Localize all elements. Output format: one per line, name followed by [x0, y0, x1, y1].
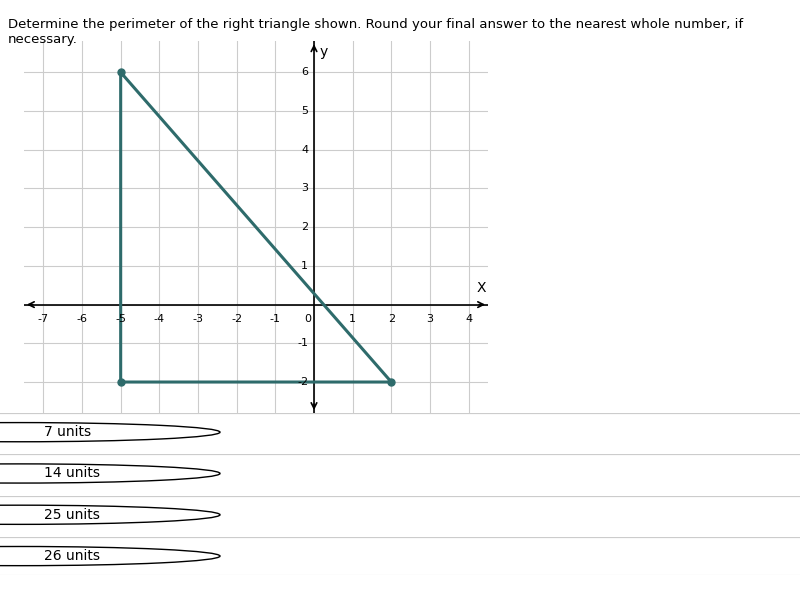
Text: 1: 1: [349, 314, 356, 325]
Text: 25 units: 25 units: [44, 508, 100, 522]
Text: -5: -5: [115, 314, 126, 325]
Text: Determine the perimeter of the right triangle shown. Round your final answer to : Determine the perimeter of the right tri…: [8, 18, 743, 45]
Text: -4: -4: [154, 314, 165, 325]
Text: 3: 3: [301, 183, 308, 194]
Text: 4: 4: [301, 145, 308, 155]
Text: 26 units: 26 units: [44, 549, 100, 563]
Text: 14 units: 14 units: [44, 467, 100, 480]
Text: 6: 6: [301, 67, 308, 77]
Text: y: y: [320, 45, 328, 59]
Text: -1: -1: [298, 338, 308, 348]
Text: 5: 5: [301, 106, 308, 116]
Text: X: X: [477, 281, 486, 295]
Text: 1: 1: [301, 261, 308, 271]
Text: 7 units: 7 units: [44, 425, 91, 439]
Text: 2: 2: [388, 314, 395, 325]
Text: -7: -7: [38, 314, 49, 325]
Text: -2: -2: [231, 314, 242, 325]
Text: 4: 4: [465, 314, 472, 325]
Text: -2: -2: [297, 377, 308, 387]
Text: -3: -3: [193, 314, 203, 325]
Text: -6: -6: [77, 314, 87, 325]
Text: 0: 0: [304, 314, 311, 325]
Text: -1: -1: [270, 314, 281, 325]
Text: 2: 2: [301, 222, 308, 232]
Text: 3: 3: [426, 314, 434, 325]
